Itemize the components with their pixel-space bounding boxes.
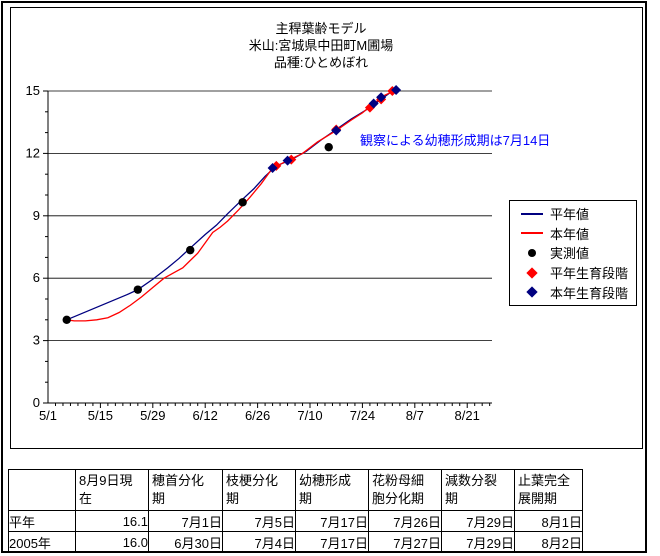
stage-marker — [267, 162, 278, 173]
x-tick-label: 7/10 — [297, 408, 322, 423]
legend-label: 平年値 — [550, 207, 590, 223]
bottom-table-area: 8月9日現在 穂首分化期 枝梗分化期 幼穂形成期 花粉母細胞分化期 減数分裂期 止葉完全展開… — [8, 469, 583, 553]
diamond-marker-icon — [526, 266, 538, 279]
table-cell: 8月1日 — [514, 510, 583, 532]
y-tick-label: 9 — [33, 208, 40, 223]
table-body: 平年 16.1 7月1日 7月5日 7月17日 7月26日 7月29日 8月1日 2005年 16… — [8, 510, 583, 553]
table-cell: 7月26日 — [368, 510, 442, 532]
legend-label: 本年値 — [550, 226, 590, 242]
legend-label: 本年生育段階 — [550, 285, 629, 301]
legend-item: 平年生育段階 — [514, 264, 636, 282]
y-tick-label: 6 — [33, 270, 40, 285]
legend-item: 本年生育段階 — [514, 283, 636, 301]
table-row: 平年 16.1 7月1日 7月5日 7月17日 7月26日 7月29日 8月1日 — [8, 510, 583, 532]
line-swatch-icon — [521, 232, 543, 235]
y-tick-label: 3 — [33, 333, 40, 348]
row-label: 平年 — [8, 510, 76, 532]
y-tick-label: 12 — [26, 145, 40, 160]
column-header: 8月9日現在 — [75, 469, 149, 511]
table-cell: 7月4日 — [222, 531, 296, 553]
observation-annotation: 観察による幼穂形成期は7月14日 — [360, 133, 551, 148]
growth-stage-table: 8月9日現在 穂首分化期 枝梗分化期 幼穂形成期 花粉母細胞分化期 減数分裂期 止葉完全展開… — [8, 469, 583, 553]
legend-label: 実測値 — [550, 246, 590, 262]
chart-title: 主稈葉齢モデル 米山:宮城県中田町M圃場 品種:ひとめぼれ — [11, 20, 631, 71]
legend-item: 本年値 — [514, 224, 636, 242]
app-window: 0 3 6 9 12 15 5/1 5/15 5/29 6/12 6/26 7/10 7/24 8/7 8/… — [1, 1, 647, 553]
table-cell: 7月29日 — [441, 531, 515, 553]
table-cell: 16.1 — [75, 510, 149, 532]
stage-marker — [282, 155, 293, 166]
x-tick-label: 5/1 — [39, 408, 57, 423]
table-cell: 7月17日 — [295, 510, 369, 532]
x-tick-label: 8/21 — [455, 408, 480, 423]
table-cell: 16.0 — [75, 531, 149, 553]
stage-marker — [368, 98, 379, 109]
column-header: 幼穂形成期 — [295, 469, 369, 511]
chart-panel: 0 3 6 9 12 15 5/1 5/15 5/29 6/12 6/26 7/10 7/24 8/7 8/… — [10, 7, 643, 449]
x-tick-label: 7/24 — [350, 408, 375, 423]
line-swatch-icon — [521, 212, 543, 215]
legend-item: 実測値 — [514, 244, 636, 262]
diamond-marker-icon — [526, 286, 538, 298]
table-row: 2005年 16.0 6月30日 7月4日 7月17日 7月27日 7月29日 8月2日 — [8, 531, 583, 553]
column-header: 枝梗分化期 — [222, 469, 296, 511]
observed-point — [62, 315, 71, 324]
table-cell: 6月30日 — [148, 531, 223, 553]
table-cell: 8月2日 — [514, 531, 583, 553]
chart-title-line2: 米山:宮城県中田町M圃場 — [248, 38, 394, 53]
table-header-row: 8月9日現在 穂首分化期 枝梗分化期 幼穂形成期 花粉母細胞分化期 減数分裂期 止葉完全展開… — [8, 469, 583, 511]
x-tick-label: 8/7 — [406, 408, 424, 423]
table-cell: 7月5日 — [222, 510, 296, 532]
table-cell: 7月17日 — [295, 531, 369, 553]
chart-title-line3: 品種:ひとめぼれ — [273, 55, 369, 70]
chart-legend: 平年値本年値実測値平年生育段階 本年生育段階 — [509, 200, 637, 306]
observed-point — [324, 142, 333, 152]
column-header: 止葉完全展開期 — [514, 469, 583, 511]
legend-label: 平年生育段階 — [550, 266, 629, 282]
row-label: 2005年 — [8, 531, 76, 553]
table-header: 8月9日現在 穂首分化期 枝梗分化期 幼穂形成期 花粉母細胞分化期 減数分裂期 止葉完全展開… — [8, 469, 583, 511]
column-header: 減数分裂期 — [441, 469, 515, 511]
observed-point — [133, 285, 143, 294]
table-cell: 7月27日 — [368, 531, 442, 553]
y-tick-label: 15 — [26, 83, 40, 98]
x-tick-label: 5/29 — [140, 408, 165, 423]
x-tick-label: 6/26 — [245, 408, 270, 423]
column-header — [8, 469, 76, 511]
x-tick-label: 5/15 — [88, 408, 113, 423]
table-cell: 7月1日 — [148, 510, 223, 532]
table-cell: 7月29日 — [441, 510, 515, 532]
y-tick-label: 0 — [33, 395, 40, 410]
chart-title-line1: 主稈葉齢モデル — [275, 21, 367, 36]
series-line — [66, 89, 397, 322]
leaf-age-chart: 0 3 6 9 12 15 5/1 5/15 5/29 6/12 6/26 7/10 7/24 8/7 8/… — [26, 83, 492, 423]
stage-marker — [376, 92, 387, 103]
column-header: 穂首分化期 — [148, 469, 223, 511]
legend-item: 平年値 — [514, 205, 636, 223]
column-header: 花粉母細胞分化期 — [368, 469, 442, 511]
observed-point — [238, 198, 247, 207]
dot-marker-icon — [528, 248, 536, 257]
observed-point — [186, 245, 195, 255]
stage-marker — [391, 84, 402, 95]
x-tick-label: 6/12 — [193, 408, 218, 423]
